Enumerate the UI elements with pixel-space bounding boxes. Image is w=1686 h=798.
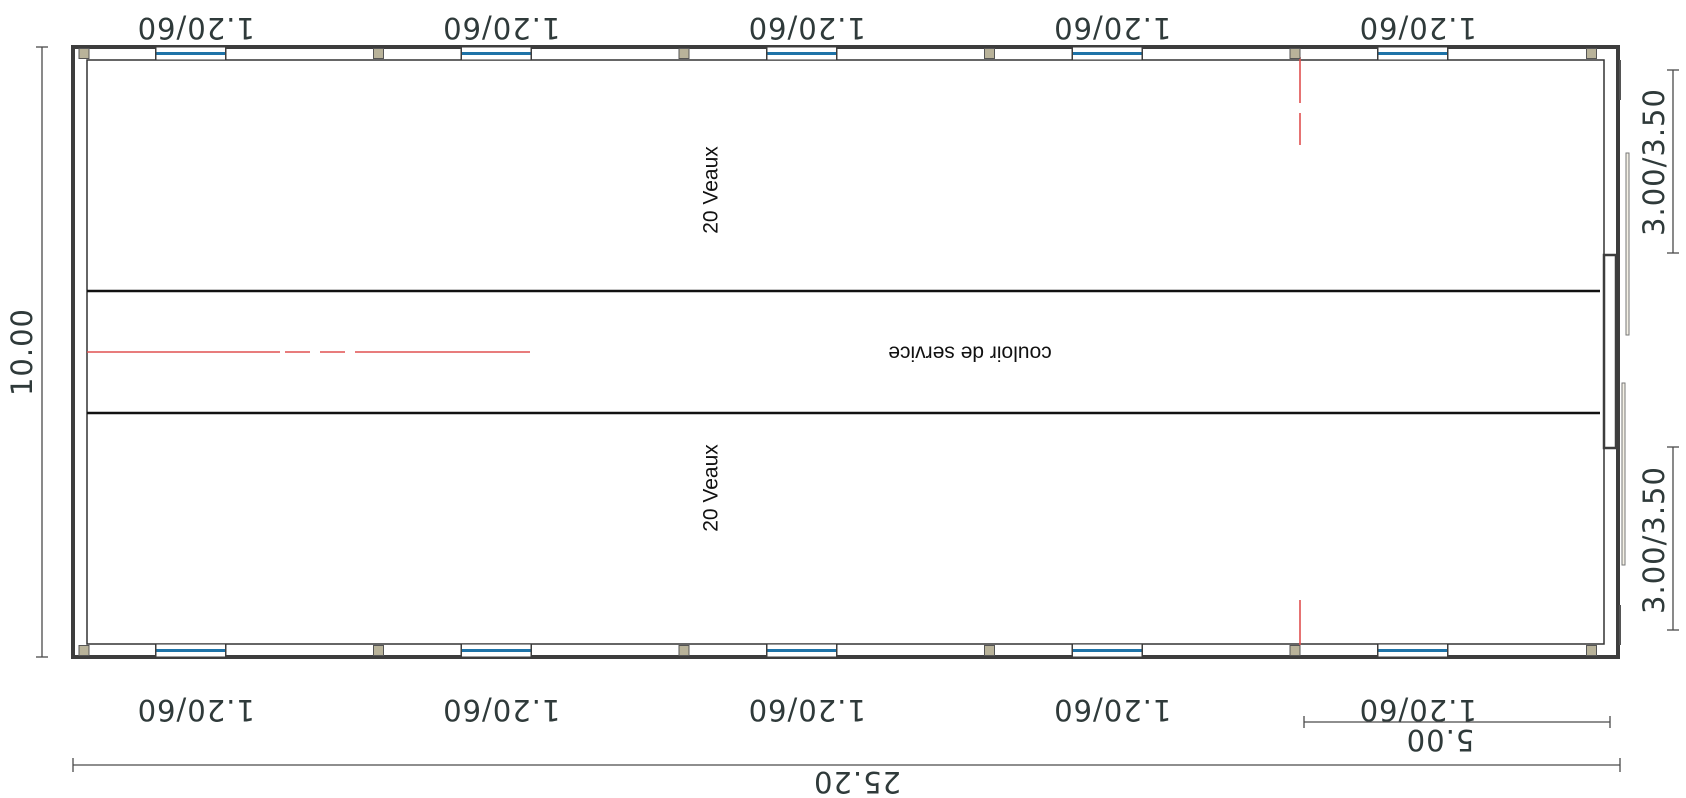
bay-length-label: 5.00	[1406, 723, 1475, 757]
window-label: 1.20/60	[748, 11, 866, 45]
corridor-label: couloir de service	[888, 341, 1051, 364]
door-label-south: 3.00/3.50	[1637, 466, 1671, 614]
total-width-label: 10.00	[5, 308, 39, 396]
doors	[1602, 60, 1630, 645]
sliding-door-south	[1621, 382, 1626, 566]
openings	[78, 47, 1597, 657]
dimension-lines: 25.20 5.00 10.00 3.00/3.50 3.00/3.50	[5, 46, 1679, 798]
pillar	[984, 645, 995, 656]
pen-label-north: 20 Veaux	[700, 146, 723, 234]
pillar	[373, 645, 384, 656]
pillar	[678, 645, 690, 656]
door-frame	[1602, 253, 1618, 450]
pillar	[1586, 48, 1597, 59]
window-label: 1.20/60	[1359, 11, 1477, 45]
pillar	[984, 48, 995, 59]
window-label: 1.20/60	[442, 11, 560, 45]
window-label: 1.20/60	[748, 693, 866, 727]
window-label: 1.20/60	[137, 11, 255, 45]
window-label: 1.20/60	[1053, 693, 1171, 727]
window-labels: 1.20/60 1.20/60 1.20/60 1.20/60 1.20/60 1.20/…	[137, 11, 1477, 727]
pillar	[1586, 645, 1597, 656]
outer-wall	[71, 45, 1620, 659]
pillar	[1289, 645, 1301, 656]
pillar	[78, 645, 90, 656]
pillar	[373, 48, 384, 59]
service-corridor: couloir de service	[87, 289, 1600, 415]
total-length-label: 25.20	[813, 765, 901, 798]
sliding-door-north	[1625, 152, 1630, 336]
window-label: 1.20/60	[442, 693, 560, 727]
axis-lines	[87, 57, 1301, 645]
pillar	[678, 48, 690, 59]
pen-label-south: 20 Veaux	[700, 444, 723, 532]
inner-wall-line	[86, 59, 1605, 645]
window-label: 1.20/60	[1053, 11, 1171, 45]
window-label: 1.20/60	[137, 693, 255, 727]
pillar	[1289, 48, 1301, 59]
window-label: 1.20/60	[1359, 693, 1477, 727]
door-label-north: 3.00/3.50	[1637, 88, 1671, 236]
pillar	[78, 48, 90, 59]
